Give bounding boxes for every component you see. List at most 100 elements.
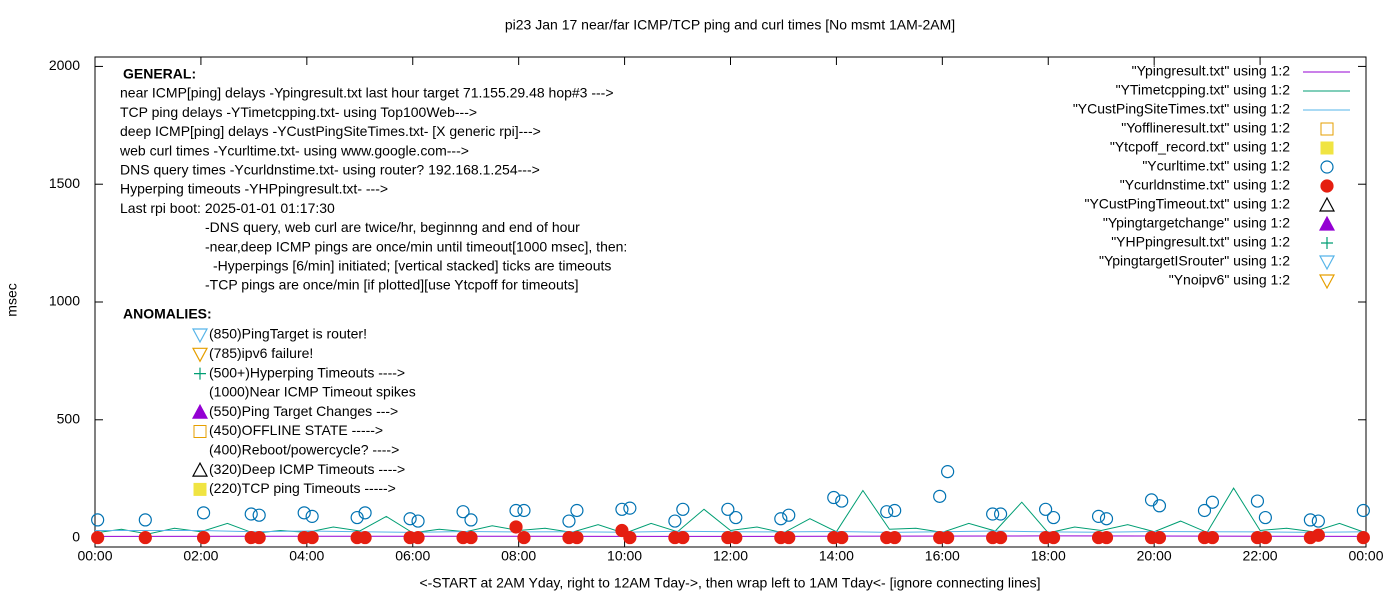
data-point	[562, 514, 576, 528]
general-note: -DNS query, web curl are twice/hr, begin…	[205, 219, 580, 235]
data-point	[196, 506, 211, 520]
legend-label: "YpingtargetISrouter" using 1:2	[1099, 253, 1290, 269]
data-point	[721, 502, 735, 516]
x-tick-label: 04:00	[289, 548, 324, 564]
data-point	[1250, 494, 1265, 508]
data-point	[1258, 530, 1272, 545]
legend-label: "YHPpingresult.txt" using 1:2	[1111, 234, 1290, 250]
data-point	[880, 505, 894, 519]
data-point	[1205, 530, 1220, 545]
anomaly-symbol	[191, 403, 209, 419]
general-note: deep ICMP[ping] delays -YCustPingSiteTim…	[120, 123, 541, 139]
data-point	[888, 503, 902, 518]
anomaly-note: (400)Reboot/powercycle? ---->	[209, 442, 399, 458]
legend-symbol	[1318, 274, 1336, 290]
legend-symbol	[1320, 122, 1334, 136]
anomaly-symbol	[191, 347, 209, 363]
data-point	[509, 520, 523, 534]
legend-label: "Ynoipv6" using 1:2	[1169, 272, 1290, 288]
data-point	[358, 506, 372, 520]
data-point	[676, 530, 690, 545]
legend-label: "Ycurldnstime.txt" using 1:2	[1120, 177, 1290, 193]
legend-label: "YTimetcpping.txt" using 1:2	[1116, 82, 1291, 98]
data-point	[774, 512, 788, 526]
data-point	[993, 507, 1008, 521]
legend-label: "Ypingresult.txt" using 1:2	[1132, 63, 1291, 79]
anomaly-note: (850)PingTarget is router!	[209, 326, 367, 342]
data-point	[1303, 513, 1317, 527]
data-point	[244, 507, 258, 521]
anomaly-note: (550)Ping Target Changes --->	[209, 403, 398, 419]
data-point	[570, 503, 584, 518]
x-tick-label: 14:00	[819, 548, 854, 564]
x-tick-label: 02:00	[183, 548, 218, 564]
data-point	[1258, 510, 1272, 525]
x-axis-label: <-START at 2AM Yday, right to 12AM Tday-…	[419, 575, 1040, 591]
legend-label: "Ypingtargetchange" using 1:2	[1103, 215, 1290, 231]
data-point	[411, 530, 425, 545]
data-point	[509, 503, 523, 518]
data-point	[1311, 528, 1325, 542]
y-tick-label: 500	[57, 410, 81, 426]
data-point	[350, 510, 364, 525]
data-point	[138, 530, 152, 545]
x-tick-label: 08:00	[501, 548, 536, 564]
legend-symbol	[1318, 215, 1336, 231]
x-tick-label: 06:00	[395, 548, 430, 564]
data-point	[941, 530, 955, 545]
data-point	[1039, 502, 1053, 516]
legend-symbol	[1318, 196, 1336, 212]
anomaly-symbol	[191, 461, 209, 477]
x-tick-label: 10:00	[607, 548, 642, 564]
legend-symbol	[1320, 141, 1334, 155]
data-point	[297, 506, 311, 520]
data-point	[517, 530, 531, 545]
data-point	[729, 530, 743, 545]
data-point	[1311, 514, 1325, 528]
general-note: near ICMP[ping] delays -Ypingresult.txt …	[120, 85, 614, 101]
y-tick-label: 2000	[49, 57, 80, 73]
legend-label: "Ycurltime.txt" using 1:2	[1142, 158, 1290, 174]
x-tick-label: 00:00	[77, 548, 112, 564]
y-axis-label: msec	[4, 283, 20, 316]
data-point	[1091, 509, 1106, 523]
data-point	[827, 490, 841, 505]
anomaly-note: (220)TCP ping Timeouts ----->	[209, 480, 396, 496]
x-tick-label: 16:00	[925, 548, 960, 564]
data-point	[252, 508, 266, 522]
data-point	[1356, 530, 1370, 545]
data-point	[941, 465, 955, 479]
x-tick-label: 18:00	[1031, 548, 1066, 564]
anomalies-heading: ANOMALIES:	[123, 306, 212, 322]
data-point	[411, 514, 425, 528]
anomaly-symbol	[193, 482, 207, 496]
anomaly-note: (450)OFFLINE STATE ----->	[209, 422, 383, 438]
legend-label: "YCustPingSiteTimes.txt" using 1:2	[1073, 101, 1290, 117]
anomaly-note: (785)ipv6 failure!	[209, 345, 313, 361]
data-point	[570, 530, 584, 545]
data-point	[403, 512, 417, 526]
anomaly-symbol	[193, 425, 207, 438]
general-note: Last rpi boot: 2025-01-01 01:17:30	[120, 200, 335, 216]
data-point	[456, 505, 470, 519]
data-point	[464, 513, 478, 527]
data-point	[835, 494, 849, 508]
data-point	[615, 502, 629, 516]
data-point	[1046, 510, 1061, 525]
data-point	[1356, 503, 1370, 518]
x-tick-label: 12:00	[713, 548, 748, 564]
data-point	[1152, 530, 1167, 545]
data-point	[1099, 530, 1114, 545]
data-point	[517, 503, 531, 518]
legend-symbol	[1318, 255, 1336, 271]
data-point	[676, 502, 690, 516]
general-heading: GENERAL:	[123, 66, 196, 82]
general-note: Hyperping timeouts -YHPpingresult.txt- -…	[120, 181, 388, 197]
data-point	[623, 530, 637, 545]
legend-label: "YCustPingTimeout.txt" using 1:2	[1084, 196, 1290, 212]
data-point	[933, 489, 947, 503]
general-note: TCP ping delays -YTimetcpping.txt- using…	[120, 104, 477, 120]
legend-label: "Yofflineresult.txt" using 1:2	[1121, 120, 1290, 136]
